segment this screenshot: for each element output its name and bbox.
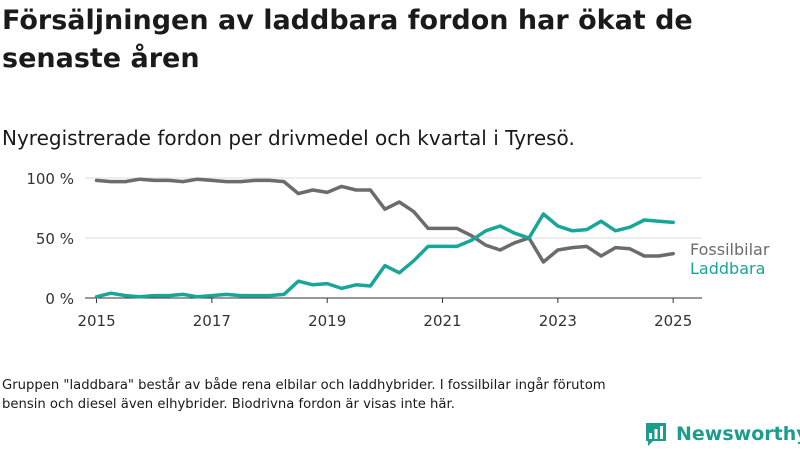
newsworthy-logo-icon [646,423,666,446]
chart-footnote: Gruppen "laddbara" består av både rena e… [2,378,606,412]
y-tick-label-1: 50 % [36,230,74,248]
series-line-fossilbilar [94,177,675,264]
x-tick-label-2: 2019 [308,312,346,330]
chart-subtitle: Nyregistrerade fordon per drivmedel och … [2,126,575,150]
line-chart: 0 % 50 % 100 % 2015 2017 2019 2021 2023 2025 Foss… [26,170,770,330]
brand-logo: Newsworthy [644,420,800,448]
legend-label-laddbara: Laddbara [690,259,765,278]
x-tick-label-3: 2021 [423,312,461,330]
legend-label-fossilbilar: Fossilbilar [690,240,770,259]
x-tick-label-5: 2025 [654,312,692,330]
series-line-laddbara [94,212,675,299]
y-tick-label-0: 0 % [45,290,74,308]
brand-name: Newsworthy [676,423,800,445]
x-tick-label-4: 2023 [539,312,577,330]
x-tick-label-1: 2017 [193,312,231,330]
chart-title: Försäljningen av laddbara fordon har öka… [2,5,693,74]
y-tick-label-2: 100 % [26,170,74,188]
x-tick-label-0: 2015 [77,312,115,330]
